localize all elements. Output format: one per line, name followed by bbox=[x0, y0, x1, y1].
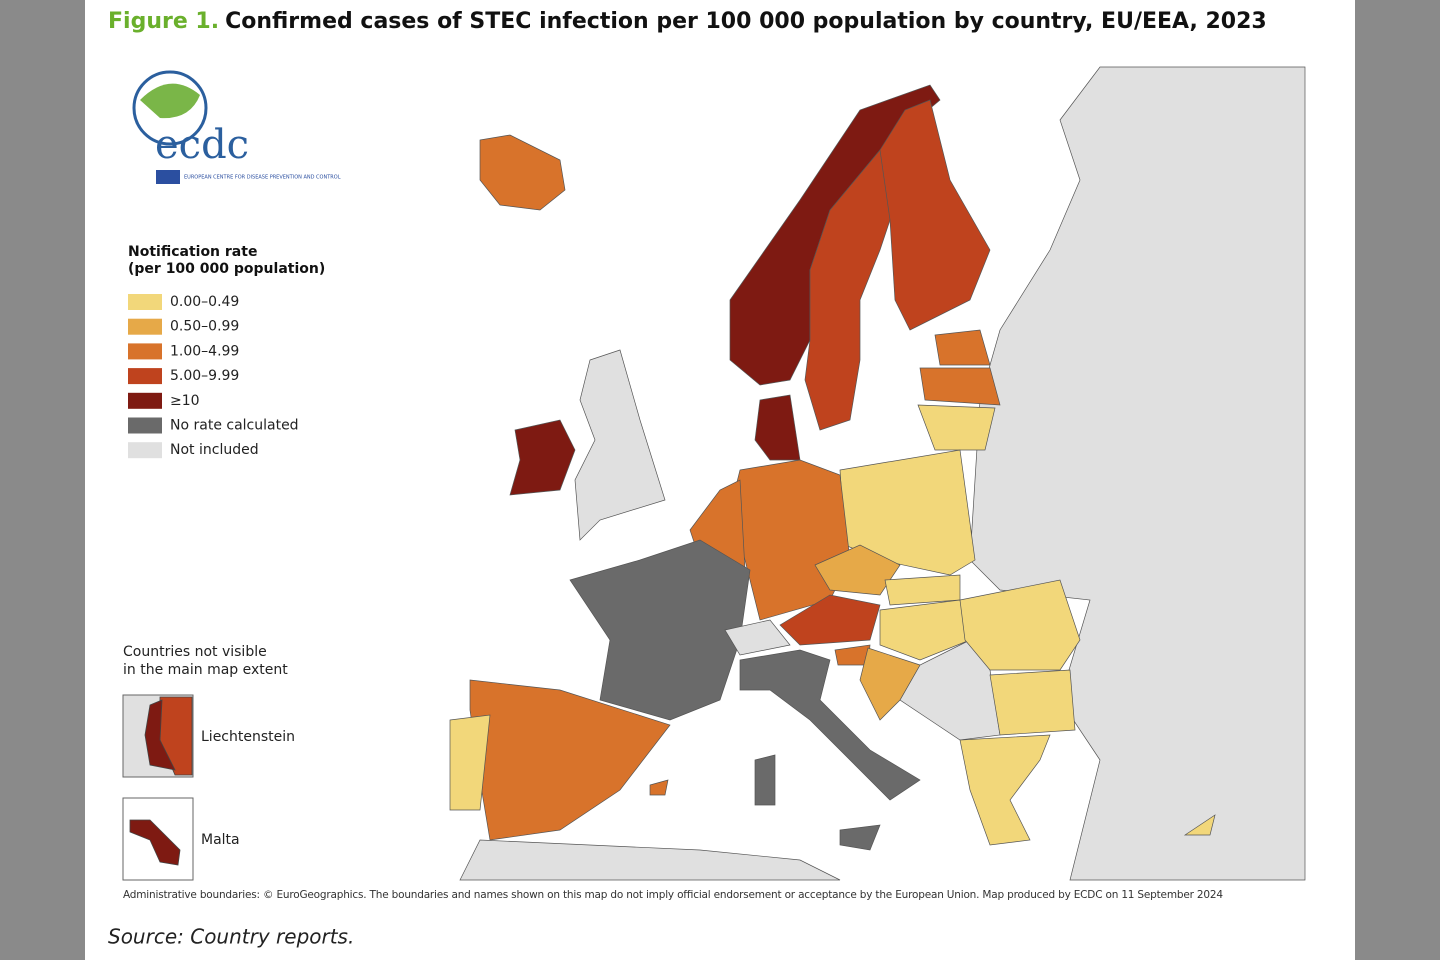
sweden bbox=[804, 149, 901, 431]
figure-label: Figure 1. bbox=[108, 9, 219, 34]
legend-swatch bbox=[128, 368, 162, 385]
latvia bbox=[919, 367, 1001, 406]
legend-label: 0.50–0.99 bbox=[170, 319, 239, 335]
inset-title: in the main map extent bbox=[123, 662, 288, 678]
inset-region bbox=[129, 819, 181, 866]
title: Confirmed cases of STEC infection per 10… bbox=[225, 9, 1267, 34]
bulgaria bbox=[989, 669, 1076, 736]
sardinia bbox=[754, 754, 776, 806]
legend-label: Not included bbox=[170, 442, 259, 458]
globe-land bbox=[140, 83, 200, 119]
sicily bbox=[839, 824, 881, 851]
blur-right bbox=[1355, 0, 1440, 960]
lithuania bbox=[917, 404, 996, 451]
romania bbox=[959, 579, 1081, 671]
denmark bbox=[754, 394, 801, 461]
italy bbox=[739, 649, 921, 801]
balearic bbox=[649, 779, 669, 796]
inset-label: Malta bbox=[201, 832, 240, 848]
croatia bbox=[859, 647, 921, 721]
slovakia bbox=[884, 574, 961, 606]
ireland bbox=[509, 419, 576, 496]
blur-left bbox=[0, 0, 85, 960]
france bbox=[569, 539, 751, 721]
austria bbox=[779, 594, 881, 646]
uk bbox=[574, 349, 666, 541]
iceland bbox=[479, 134, 566, 211]
cyprus bbox=[1183, 814, 1216, 836]
legend-label: ≥10 bbox=[170, 393, 200, 409]
hungary bbox=[879, 599, 971, 661]
switzerland bbox=[724, 619, 791, 656]
portugal bbox=[449, 714, 491, 811]
legend-title: (per 100 000 population) bbox=[128, 261, 325, 277]
legend-swatch bbox=[128, 392, 162, 409]
legend-title: Notification rate bbox=[128, 244, 257, 260]
legend-label: No rate calculated bbox=[170, 418, 299, 434]
inset-title: Countries not visible bbox=[123, 644, 267, 660]
legend-label: 1.00–4.99 bbox=[170, 343, 239, 359]
eu-flag bbox=[156, 170, 180, 184]
logo-text: EUROPEAN CENTRE FOR DISEASE PREVENTION A… bbox=[184, 175, 341, 181]
legend-label: 5.00–9.99 bbox=[170, 368, 239, 384]
legend-swatch bbox=[128, 417, 162, 434]
legend-swatch bbox=[128, 294, 162, 310]
estonia bbox=[934, 329, 991, 366]
legend-swatch bbox=[128, 442, 162, 459]
legend: Notification rate(per 100 000 population… bbox=[128, 244, 325, 459]
source: Source: Country reports. bbox=[108, 925, 354, 949]
logo-name: ecdc bbox=[155, 122, 249, 168]
map bbox=[449, 66, 1306, 881]
title-line: Figure 1. Confirmed cases of STEC infecti… bbox=[108, 9, 1267, 34]
legend-label: 0.00–0.49 bbox=[170, 294, 239, 310]
legend-swatch bbox=[128, 318, 162, 335]
greece bbox=[959, 734, 1051, 846]
north-africa bbox=[459, 839, 841, 881]
finland bbox=[879, 99, 991, 331]
inset: Liechtenstein Malta Countries not visibl… bbox=[122, 644, 295, 881]
inset-label: Liechtenstein bbox=[201, 729, 295, 745]
legend-swatch bbox=[128, 343, 162, 360]
inset-region bbox=[144, 699, 176, 771]
non-eu-east bbox=[969, 66, 1306, 881]
logo: ecdc EUROPEAN CENTRE FOR DISEASE PREVENT… bbox=[132, 70, 341, 184]
disclaimer: Administrative boundaries: © EuroGeograp… bbox=[123, 889, 1223, 901]
